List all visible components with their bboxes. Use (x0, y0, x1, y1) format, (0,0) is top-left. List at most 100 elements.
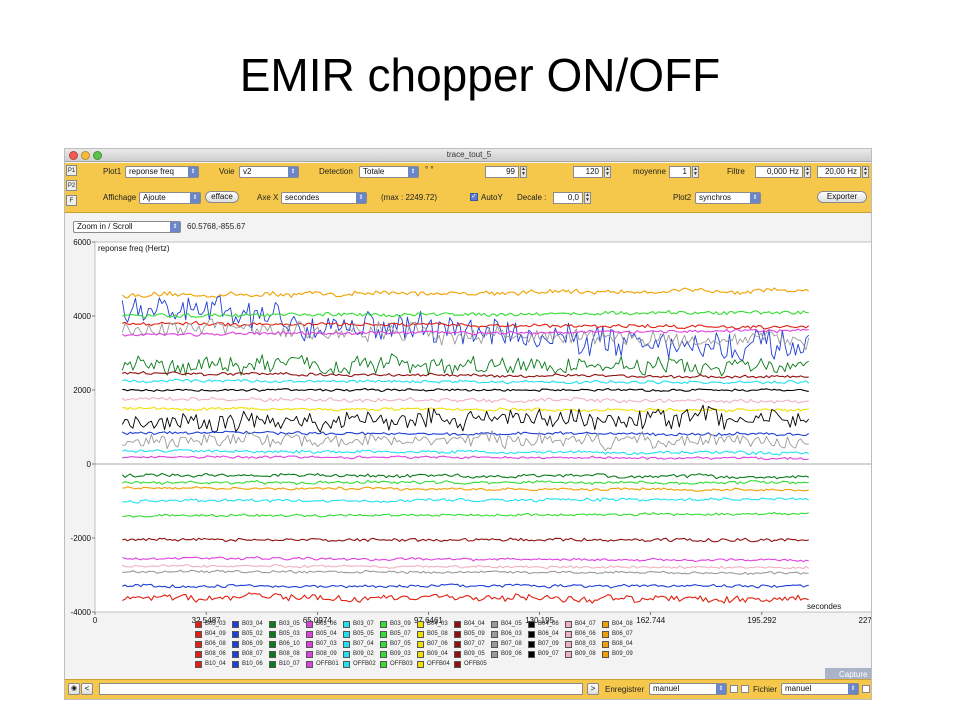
filtre-high-field[interactable]: 20,00 Hz (817, 166, 861, 178)
detection-select[interactable]: Totale ⇕ (359, 166, 419, 178)
value-99-field[interactable]: 99 (485, 166, 519, 178)
series-line-10 (121, 396, 809, 404)
legend-label: B08_06 (205, 651, 226, 657)
zoom-window-icon[interactable] (93, 151, 102, 160)
axex-label: Axe X (257, 193, 279, 202)
axex-value: secondes (285, 193, 320, 202)
legend-swatch (417, 651, 424, 658)
series-line-22 (122, 537, 809, 543)
command-input[interactable] (99, 683, 583, 695)
capture-button[interactable]: Capture (825, 668, 871, 682)
eye-icon[interactable]: ◉ (68, 683, 80, 695)
next-button[interactable]: > (587, 683, 599, 695)
tab-f[interactable]: F (66, 195, 77, 206)
value-120-stepper[interactable]: ▲ ▼ (604, 166, 611, 178)
plot1-select[interactable]: reponse freq ⇕ (125, 166, 199, 178)
legend-label: B04_06 (538, 621, 559, 627)
series-line-25 (122, 569, 809, 576)
legend-label: OFFB01 (316, 661, 339, 667)
legend-label: B06_10 (279, 641, 300, 647)
chart-series (121, 287, 810, 604)
decale-field[interactable]: 0,0 (553, 192, 583, 204)
decale-label: Decale : (517, 193, 547, 202)
moyenne-field[interactable]: 1 (669, 166, 691, 178)
value-99-stepper[interactable]: ▲ ▼ (520, 166, 527, 178)
series-line-23 (122, 556, 809, 563)
legend-swatch (380, 621, 387, 628)
legend-label: OFFB05 (464, 661, 487, 667)
y-tick-label: 6000 (73, 238, 91, 247)
series-line-27 (122, 592, 809, 604)
legend-label: B06_09 (242, 641, 263, 647)
legend-swatch (306, 621, 313, 628)
legend-label: B07_09 (538, 641, 559, 647)
exporter-button[interactable]: Exporter (817, 191, 867, 203)
autoy-label: AutoY (481, 193, 503, 202)
prev-button[interactable]: < (81, 683, 93, 695)
moyenne-stepper[interactable]: ▲ ▼ (692, 166, 699, 178)
voie-select[interactable]: v2 ⇕ (239, 166, 299, 178)
tab-p2[interactable]: P2 (66, 180, 77, 191)
filtre-low-field[interactable]: 0,000 Hz (755, 166, 803, 178)
legend-swatch (602, 621, 609, 628)
plot2-label: Plot2 (673, 193, 692, 202)
tab-p1[interactable]: P1 (66, 165, 77, 176)
series-line-11 (122, 406, 809, 413)
enregistrer-checkbox-2[interactable] (741, 685, 749, 693)
close-window-icon[interactable] (69, 151, 78, 160)
legend-label: B09_03 (390, 651, 411, 657)
legend-label: B10_04 (205, 661, 226, 667)
legend-swatch (565, 621, 572, 628)
legend-swatch (195, 661, 202, 668)
frequency-chart[interactable]: 6000 4000 2000 0 -2000 -4000 0 32.5487 65.0974 9… (65, 236, 872, 636)
legend-label: B08_07 (242, 651, 263, 657)
filtre-high-stepper[interactable]: ▲ ▼ (862, 166, 869, 178)
axex-select[interactable]: secondes ⇕ (281, 192, 367, 204)
legend-swatch (232, 641, 239, 648)
affichage-select[interactable]: Ajoute ⇕ (139, 192, 201, 204)
legend-swatch (306, 651, 313, 658)
plot1-label: Plot1 (103, 167, 122, 176)
legend-swatch (306, 661, 313, 668)
legend-label: B06_07 (612, 631, 633, 637)
legend-label: B09_02 (353, 651, 374, 657)
legend-label: B07_04 (353, 641, 374, 647)
x-tick-label: 195.292 (747, 616, 776, 625)
legend-swatch (269, 651, 276, 658)
legend-swatch (343, 651, 350, 658)
plot2-select[interactable]: synchros ⇕ (695, 192, 761, 204)
legend-swatch (195, 621, 202, 628)
y-tick-label: -4000 (71, 608, 92, 617)
decale-stepper[interactable]: ▲ ▼ (584, 192, 591, 204)
legend-swatch (491, 641, 498, 648)
enregistrer-select[interactable]: manuel ⇕ (649, 683, 727, 695)
fichier-checkbox[interactable] (862, 685, 870, 693)
legend-swatch (565, 631, 572, 638)
chart-plot-background (94, 241, 871, 613)
legend-swatch (528, 621, 535, 628)
series-line-13 (122, 430, 810, 437)
zoom-mode-select[interactable]: Zoom in / Scroll ⇕ (73, 221, 181, 233)
filtre-low-stepper[interactable]: ▲ ▼ (804, 166, 811, 178)
legend-label: B05_07 (390, 631, 411, 637)
plot1-value: reponse freq (129, 167, 174, 176)
detection-value: Totale (363, 167, 385, 176)
autoy-checkbox[interactable]: ✓ (470, 193, 478, 201)
legend-swatch (380, 651, 387, 658)
legend-label: B05_09 (464, 631, 485, 637)
enregistrer-checkbox-1[interactable] (730, 685, 738, 693)
legend-swatch (454, 661, 461, 668)
minimize-window-icon[interactable] (81, 151, 90, 160)
value-120-field[interactable]: 120 (573, 166, 603, 178)
series-line-18 (122, 479, 809, 486)
legend-label: B08_09 (316, 651, 337, 657)
legend-swatch (232, 661, 239, 668)
legend-swatch (306, 641, 313, 648)
efface-button[interactable]: efface (205, 191, 239, 203)
fichier-select[interactable]: manuel ⇕ (781, 683, 859, 695)
y-tick-label: 2000 (73, 386, 91, 395)
legend-swatch (491, 651, 498, 658)
series-line-7 (122, 370, 809, 379)
bottom-bar: ◉ < > Enregistrer manuel ⇕ Fichier manuel… (65, 679, 871, 699)
y-tick-label: 4000 (73, 312, 91, 321)
